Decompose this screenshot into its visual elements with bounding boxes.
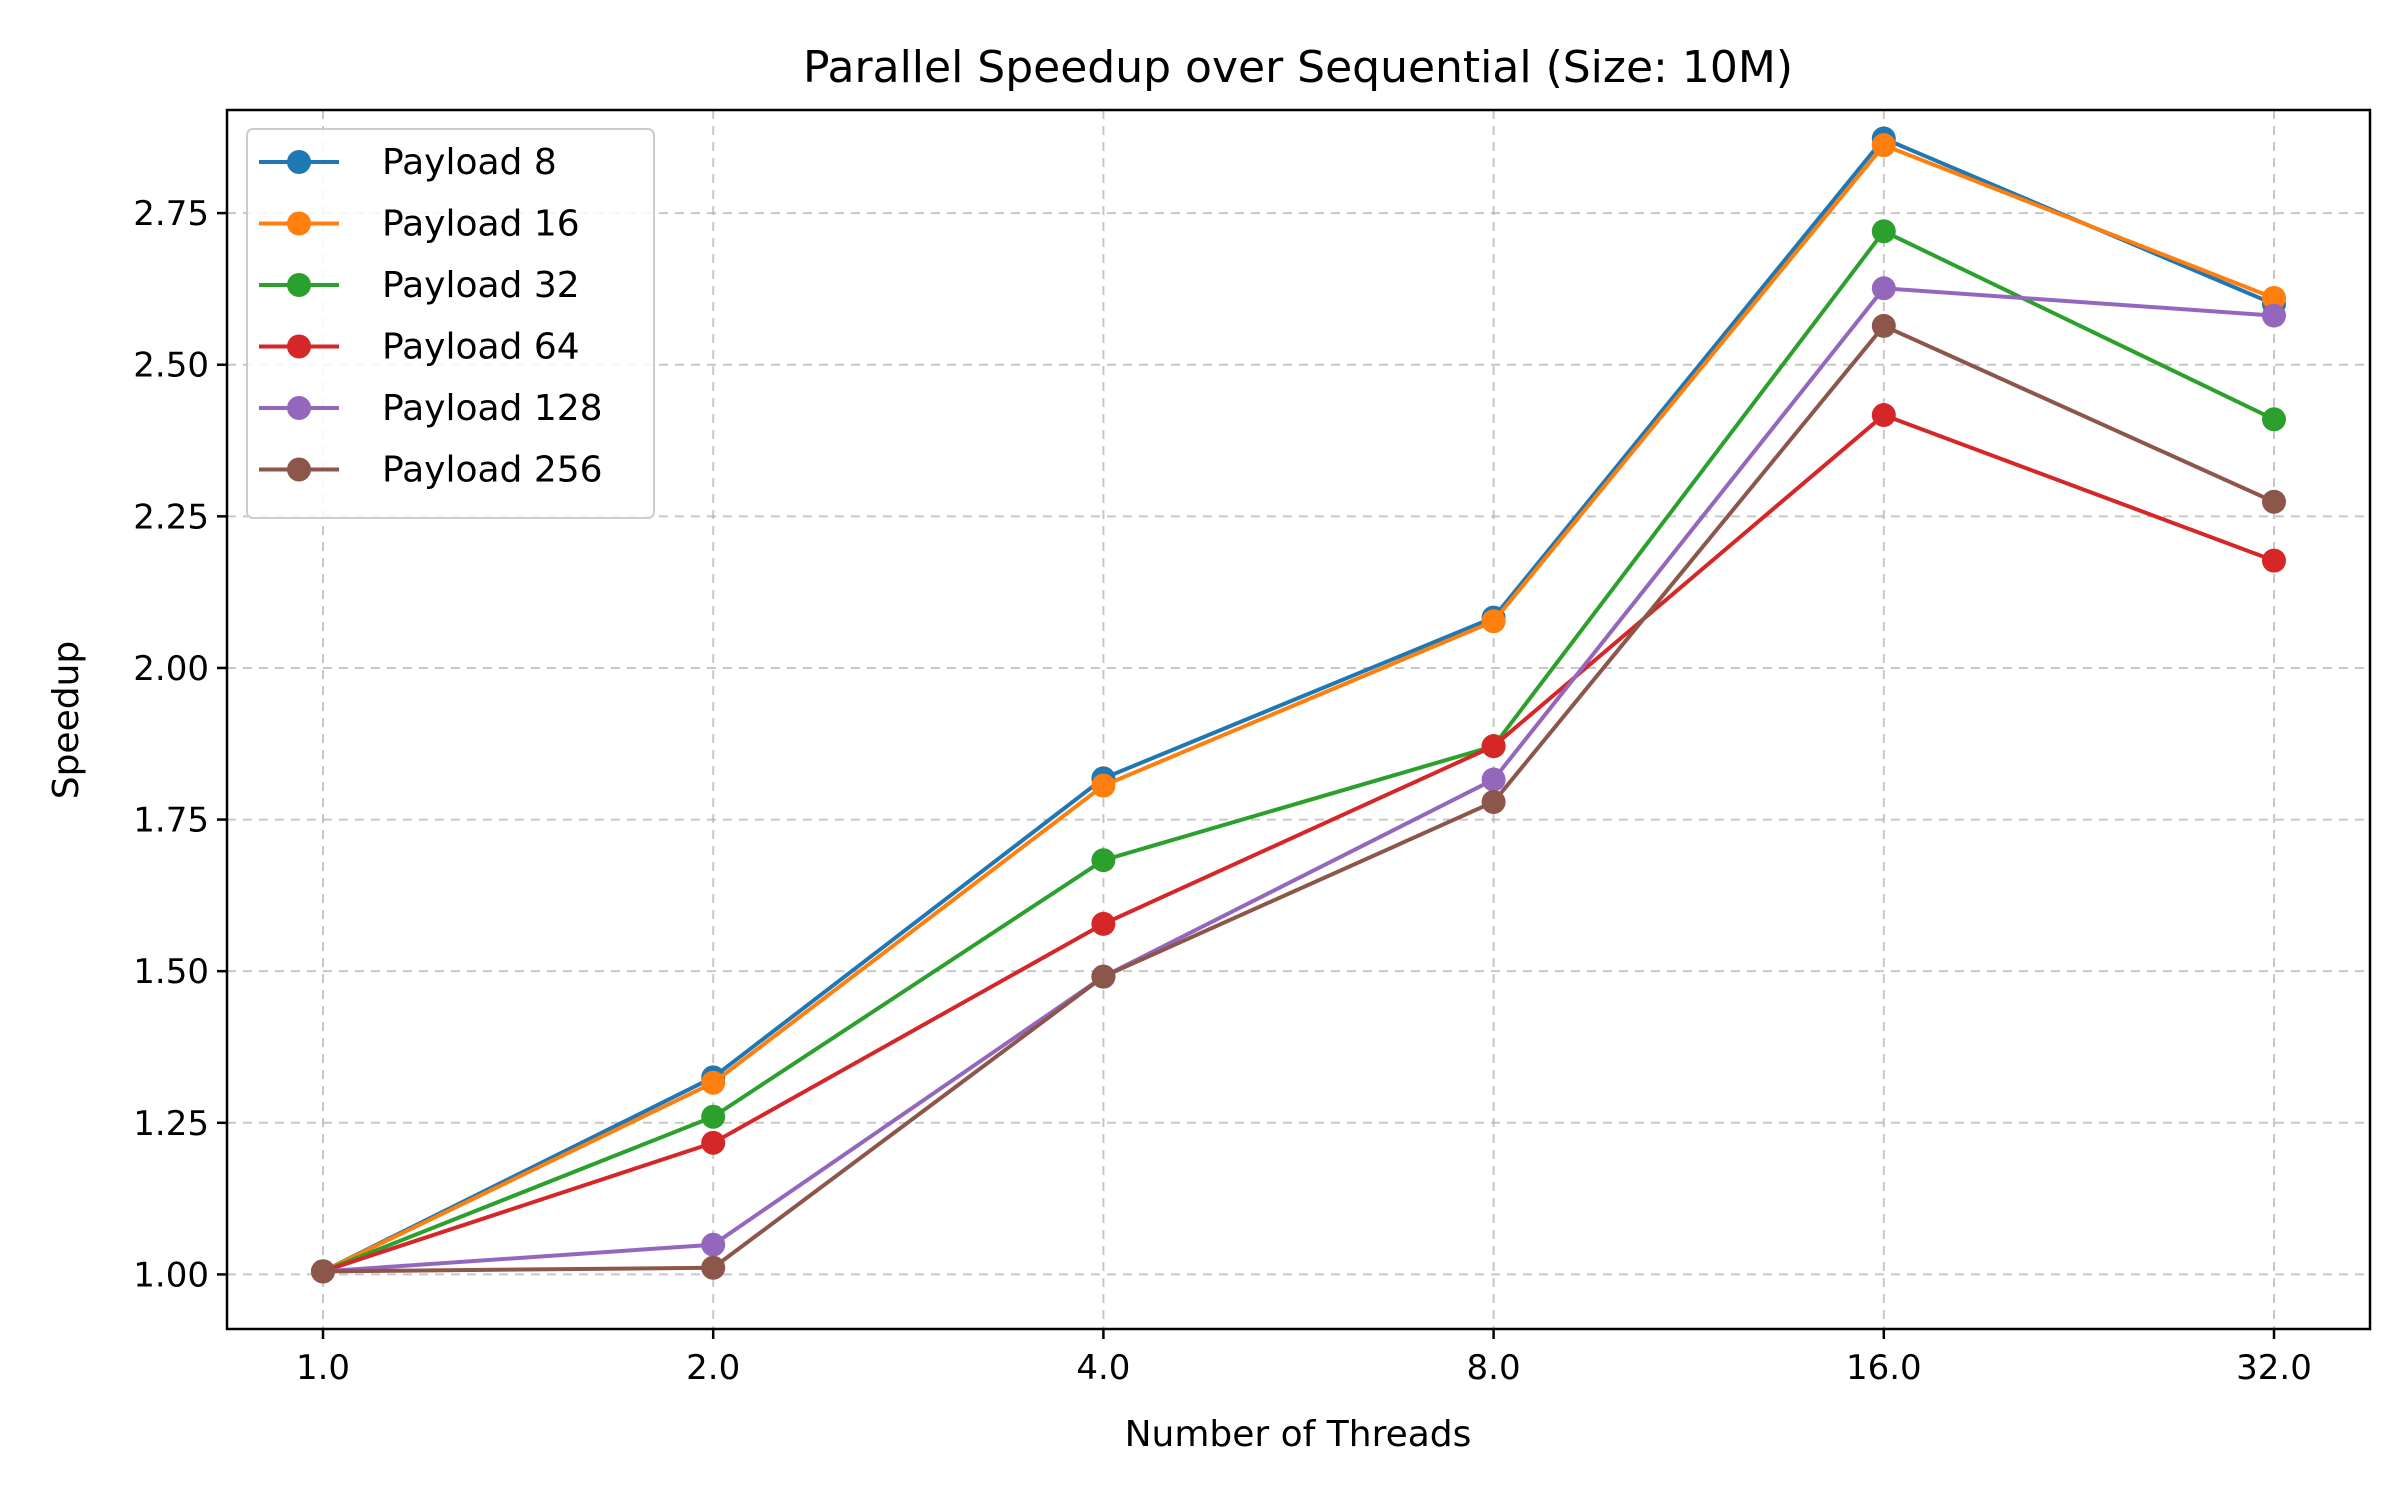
data-point: [701, 1255, 726, 1280]
legend-item: Payload 64: [259, 327, 580, 368]
data-point: [2262, 548, 2286, 573]
data-point: [2262, 407, 2286, 432]
data-point: [1481, 767, 1506, 792]
data-point: [2262, 489, 2286, 514]
data-point: [1091, 964, 1116, 989]
y-tick-label: 1.00: [133, 1255, 209, 1295]
data-point: [701, 1232, 726, 1257]
y-axis-label: Speedup: [46, 641, 87, 800]
data-point: [1871, 403, 1896, 428]
plot-frame: [225, 108, 2372, 1331]
data-point: [1871, 133, 1896, 158]
x-tick-label: 32.0: [2236, 1348, 2312, 1388]
series-layer: [311, 126, 2286, 1284]
data-point: [1481, 609, 1506, 634]
data-point: [701, 1104, 726, 1129]
data-point: [701, 1070, 726, 1095]
legend-marker: [287, 150, 311, 174]
legend-marker: [287, 396, 311, 420]
x-tick-label: 1.0: [296, 1348, 350, 1388]
data-point: [1871, 276, 1896, 301]
data-point: [1091, 773, 1116, 798]
x-axis-label: Number of Threads: [1125, 1414, 1472, 1455]
y-axis-ticks: 1.00 1.25 1.50 1.75 2.00 2.25 2.50 2.75: [133, 194, 227, 1295]
legend: Payload 8 Payload 16 Payload 32 Payload 64 P…: [246, 128, 655, 519]
x-axis-ticks: 1.0 2.0 4.0 8.0 16.0 32.0: [296, 1329, 2312, 1388]
legend-marker: [287, 273, 311, 297]
legend-label: Payload 256: [382, 450, 603, 491]
y-tick-label: 1.75: [133, 801, 209, 841]
series-line: [322, 143, 2275, 1274]
legend-label: Payload 128: [382, 388, 603, 429]
data-point: [1871, 313, 1896, 338]
x-tick-label: 4.0: [1076, 1348, 1130, 1388]
y-tick-label: 2.50: [133, 346, 209, 386]
y-tick-label: 2.25: [133, 497, 209, 537]
series-line: [322, 229, 2275, 1274]
data-point: [311, 1259, 335, 1284]
legend-marker: [287, 334, 311, 359]
legend-label: Payload 64: [382, 327, 580, 368]
chart-title: Parallel Speedup over Sequential (Size: …: [803, 42, 1793, 93]
legend-box: [246, 128, 655, 519]
legend-item: Payload 256: [259, 450, 603, 491]
legend-label: Payload 8: [382, 142, 557, 183]
legend-label: Payload 32: [382, 265, 580, 306]
legend-item: Payload 16: [259, 204, 580, 245]
legend-item: Payload 32: [259, 265, 580, 306]
x-tick-label: 8.0: [1467, 1348, 1521, 1388]
y-tick-label: 2.75: [133, 194, 209, 234]
series-line: [322, 323, 2275, 1274]
series-line: [322, 286, 2275, 1274]
legend-item: Payload 128: [259, 388, 603, 429]
series-line: [322, 413, 2275, 1274]
data-point: [1091, 911, 1116, 936]
series-6: [311, 313, 2286, 1284]
legend-label: Payload 16: [382, 204, 580, 245]
legend-item: Payload 8: [259, 142, 557, 183]
data-point: [1481, 734, 1506, 759]
legend-marker: [287, 211, 311, 236]
y-tick-label: 1.25: [133, 1104, 209, 1144]
data-point: [2262, 286, 2286, 311]
legend-marker: [287, 457, 311, 482]
series-line: [322, 136, 2275, 1274]
x-tick-label: 16.0: [1846, 1348, 1922, 1388]
data-point: [1871, 219, 1896, 244]
y-tick-label: 1.50: [133, 952, 209, 992]
data-point: [1091, 848, 1116, 873]
y-tick-label: 2.00: [133, 649, 209, 689]
data-point: [1481, 789, 1506, 814]
data-point: [701, 1130, 726, 1155]
x-tick-label: 2.0: [686, 1348, 740, 1388]
data-point: [2262, 303, 2286, 328]
